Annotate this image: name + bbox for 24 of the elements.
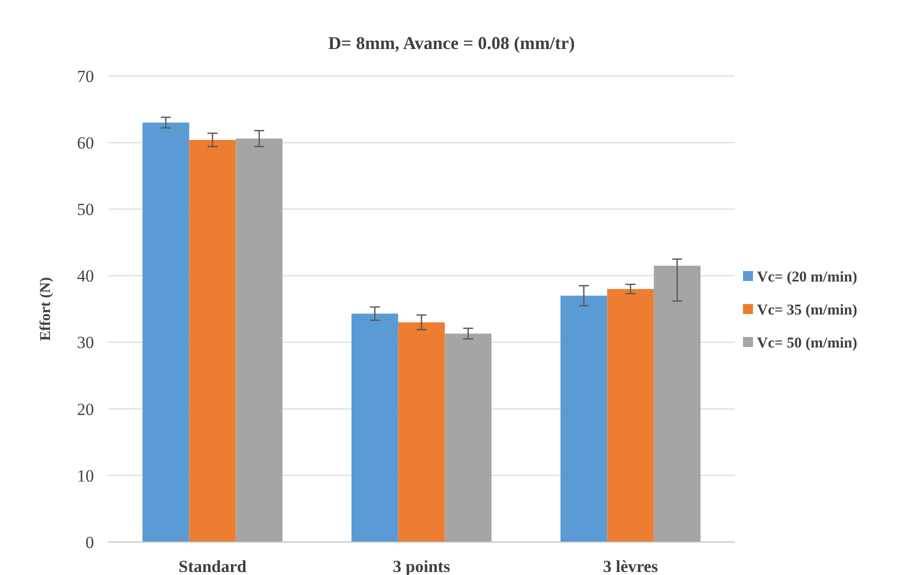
legend-label: Vc= 50 (m/min) bbox=[757, 335, 858, 352]
x-tick-label: 3 lèvres bbox=[603, 557, 658, 575]
y-tick-label: 30 bbox=[77, 333, 94, 352]
y-tick-label: 50 bbox=[77, 200, 94, 220]
y-tick-label: 60 bbox=[77, 134, 94, 153]
y-tick-label: 40 bbox=[77, 266, 94, 286]
y-tick-label: 20 bbox=[77, 400, 94, 419]
bar bbox=[236, 138, 283, 542]
bar bbox=[654, 266, 701, 542]
legend-label: Vc= (20 m/min) bbox=[757, 269, 858, 286]
y-axis-title: Effort (N) bbox=[38, 277, 54, 341]
bar bbox=[398, 322, 445, 542]
bar bbox=[351, 314, 398, 542]
bar bbox=[142, 122, 190, 542]
bar bbox=[607, 289, 654, 542]
y-tick-label: 0 bbox=[86, 532, 94, 552]
bar bbox=[560, 296, 608, 542]
x-tick-label: Standard bbox=[178, 557, 248, 575]
legend-label: Vc= 35 (m/min) bbox=[757, 302, 858, 318]
y-tick-label: 10 bbox=[77, 466, 94, 486]
chart-title: D= 8mm, Avance = 0.08 (mm/tr) bbox=[328, 33, 575, 53]
bar bbox=[189, 140, 236, 542]
y-tick-label: 70 bbox=[77, 66, 94, 86]
bar bbox=[444, 334, 492, 542]
